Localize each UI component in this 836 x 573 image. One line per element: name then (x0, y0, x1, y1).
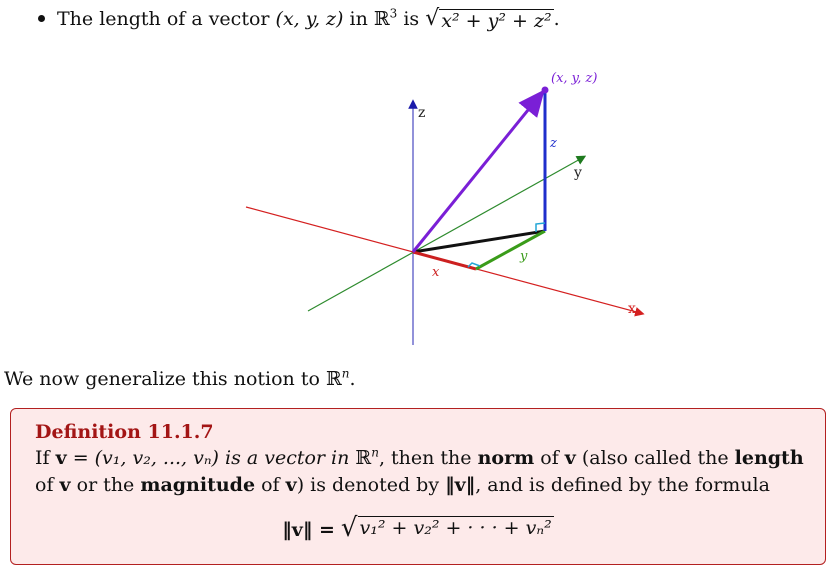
formula-lhs: ‖v‖ = (282, 519, 335, 541)
sqrt-icon: √ (425, 6, 440, 31)
bullet-end: . (553, 8, 560, 30)
y-component-segment (475, 229, 546, 271)
y-axis (307, 155, 587, 312)
formula-radicand: v₁² + v₂² + · · · + vₙ² (357, 516, 554, 539)
bullet-radicand: x² + y² + z² (439, 9, 554, 32)
right-angle-marker-top (535, 222, 546, 232)
bullet-is: is (403, 8, 420, 30)
z-axis-label: z (418, 105, 425, 121)
intro-sentence: We now generalize this notion to ℝn. (4, 368, 356, 390)
norm-symbol: ‖v‖ (445, 474, 476, 496)
intro-end: . (349, 368, 356, 390)
point-label: (x, y, z) (551, 71, 597, 86)
right-angle-marker-bottom (467, 262, 481, 268)
y-axis-label: y (573, 165, 582, 181)
norm-term: norm (477, 447, 535, 469)
intro-text: We now generalize this notion to (4, 368, 320, 390)
x-axis-label: x (628, 301, 636, 317)
position-vector (411, 89, 545, 253)
x-component-label: x (432, 265, 440, 280)
length-term: length (734, 447, 804, 469)
y-component-label: y (519, 249, 528, 264)
bullet-prefix: The length of a vector (57, 8, 270, 30)
vector-diagram: z y x x y z (x, y, z) (245, 71, 645, 345)
definition-text: If v = (v₁, v₂, ..., vₙ) is a vector in … (35, 445, 804, 496)
bullet-space: ℝ3 (373, 6, 398, 30)
z-component-label: z (549, 136, 557, 151)
intro-space: ℝn (325, 366, 350, 390)
bullet-in: in (349, 8, 368, 30)
projection-segment (412, 229, 546, 254)
definition-space: ℝn (355, 445, 379, 469)
norm-formula: ‖v‖ = √ v₁² + v₂² + · · · + vₙ² (11, 513, 825, 543)
bullet-vector: (x, y, z) (275, 8, 344, 30)
definition-title: Definition 11.1.7 (35, 421, 214, 443)
formula-sqrt: √ v₁² + v₂² + · · · + vₙ² (340, 513, 554, 543)
sqrt-icon: √ (340, 513, 358, 543)
x-component-segment (412, 250, 477, 271)
definition-box: Definition 11.1.7 If v = (v₁, v₂, ..., v… (10, 408, 826, 565)
bullet-icon (38, 14, 45, 22)
bullet-statement: The length of a vector (x, y, z) in ℝ3 i… (38, 8, 560, 31)
point-marker (541, 86, 549, 94)
bullet-sqrt: √ x² + y² + z² (425, 6, 554, 32)
magnitude-term: magnitude (140, 474, 256, 496)
